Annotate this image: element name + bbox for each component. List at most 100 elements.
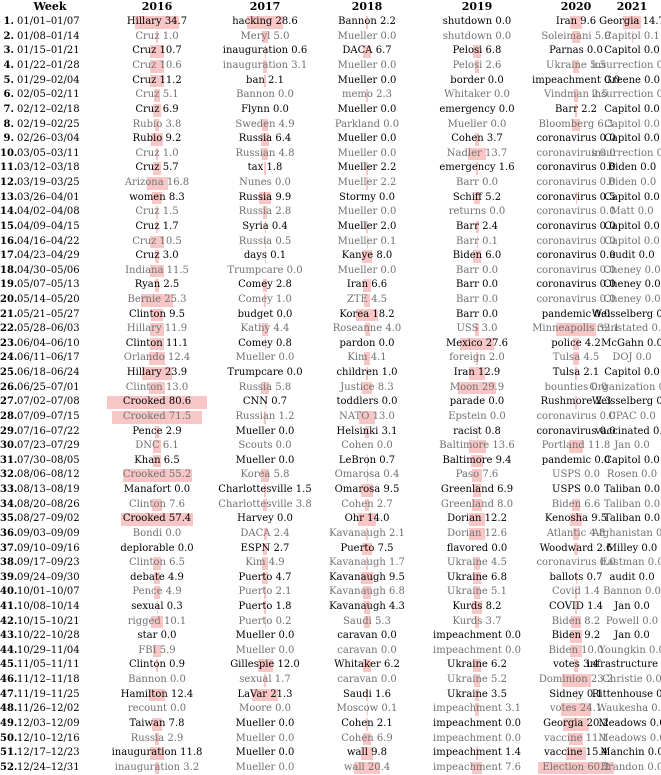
term-score: 7.8 — [168, 717, 185, 729]
term-word: Soleimani — [541, 30, 592, 42]
term-score: 0.0 — [599, 279, 616, 291]
week-range: 06/25–07/01 — [17, 381, 80, 393]
term-word: Capitol — [604, 220, 641, 232]
term-text: Ukraine 5.1 — [447, 586, 507, 597]
term-word: Taliban — [603, 498, 641, 510]
term-cell: ballots 0.7 — [522, 571, 630, 586]
week-number: 19. — [0, 279, 18, 291]
term-score: 0.0 — [380, 630, 397, 642]
score-bar — [150, 45, 164, 59]
term-text: bounties 0.0 — [545, 382, 608, 393]
term-cell: Brandon 0.0 — [586, 761, 661, 775]
term-text: Indiana 11.5 — [125, 265, 189, 276]
term-text: Taliban 0.0 — [604, 484, 660, 495]
term-score: 0.0 — [599, 410, 616, 422]
term-text: Georgia 14.7 — [599, 16, 661, 27]
table-row: 31. 07/30–08/05 Khan 6.5 Mueller 0.0 LeBron … — [0, 454, 661, 469]
term-text: USPS 0.0 — [552, 484, 600, 495]
term-cell: Clinton 11.1 — [109, 337, 205, 352]
term-cell: Mueller 0.0 — [207, 761, 323, 775]
term-word: Barr — [555, 103, 578, 115]
term-score: 1.0 — [162, 30, 179, 42]
term-score: 34.7 — [164, 16, 188, 28]
term-cell: star 0.0 — [109, 629, 205, 644]
term-text: Rubio 9.2 — [133, 133, 182, 144]
term-cell: Russia 2.8 — [207, 205, 323, 220]
term-word: Minneapolis — [532, 323, 595, 335]
score-bar — [153, 89, 161, 102]
term-cell: impeachment 0.0 — [522, 74, 630, 89]
term-score: 6.0 — [485, 250, 502, 262]
term-score: 11.9 — [164, 323, 188, 335]
term-cell: votes 3.4 — [522, 658, 630, 673]
table-row: 39. 09/24–09/30 debate 4.9 Puerto 4.7 Kavana… — [0, 571, 661, 586]
week-range: 07/09–07/15 — [17, 410, 80, 422]
score-bar — [538, 761, 614, 775]
table-row: 52. 12/24–12/31 inauguration 3.2 Mueller 0.… — [0, 761, 661, 775]
term-text: Charlottesville 3.8 — [218, 499, 311, 510]
term-word: Moscow — [336, 703, 379, 715]
score-bar — [135, 16, 179, 29]
term-cell: Mueller 2.2 — [321, 176, 413, 191]
term-score: 0.0 — [380, 264, 397, 276]
term-cell: Saudi 1.6 — [321, 688, 413, 703]
term-score: 0.0 — [275, 703, 292, 715]
term-cell: Puerto 7.5 — [321, 542, 413, 557]
week-number: 21. — [0, 308, 18, 320]
score-bar — [473, 674, 481, 687]
term-text: Cohen 2.1 — [341, 718, 393, 729]
week-number: 37. — [0, 542, 18, 554]
term-text: Korea 5.8 — [241, 469, 290, 480]
term-cell: Omarosa 9.5 — [321, 483, 413, 498]
term-cell: Hillary 34.7 — [109, 15, 205, 30]
term-cell: Kanye 8.0 — [321, 249, 413, 264]
term-cell: Milley 0.0 — [586, 542, 661, 557]
term-score: 2.9 — [165, 425, 182, 437]
term-cell: impeachment 0.0 — [425, 717, 529, 732]
term-score: 10.1 — [164, 615, 187, 627]
term-score: 20.4 — [367, 761, 391, 773]
score-bar — [473, 659, 481, 673]
term-cell: Mueller 0.0 — [207, 629, 323, 644]
term-word: audit — [609, 571, 636, 583]
week-number: 50. — [0, 732, 18, 744]
term-text: Moscow 0.1 — [337, 703, 398, 714]
score-bar — [476, 747, 478, 760]
term-cell: days 0.1 — [207, 249, 323, 264]
term-text: Mueller 0.0 — [236, 352, 295, 363]
term-word: Kavanaugh — [329, 601, 386, 612]
score-bar — [574, 103, 578, 117]
term-cell: Ukraine 5.2 — [425, 673, 529, 688]
score-bar — [257, 659, 273, 673]
score-bar — [263, 60, 267, 73]
term-cell: Barr 0.0 — [425, 278, 529, 293]
week-range: 01/01–01/07 — [17, 16, 80, 28]
term-text: Capitol 0.0 — [604, 367, 660, 378]
term-score: 0.4 — [383, 469, 400, 481]
score-bar — [563, 717, 589, 731]
term-text: Russia 9.9 — [239, 192, 292, 203]
term-score: 1.8 — [275, 601, 292, 612]
term-cell: Mueller 0.1 — [321, 235, 413, 250]
score-bar — [154, 118, 160, 132]
term-cell: Mueller 0.0 — [207, 732, 323, 747]
term-score: 2.2 — [380, 162, 397, 174]
score-bar — [122, 469, 192, 482]
term-word: Capitol — [604, 454, 641, 466]
term-word: tax — [247, 162, 264, 174]
term-cell: Clinton 6.5 — [109, 556, 205, 571]
term-score: 0.0 — [599, 206, 616, 218]
term-word: coronavirus — [536, 557, 597, 569]
score-bar — [247, 16, 283, 29]
score-bar — [263, 279, 267, 292]
term-word: police — [551, 337, 582, 349]
term-text: Mueller 0.0 — [236, 645, 295, 656]
term-score: 3.0 — [162, 250, 179, 262]
term-score: 0.0 — [644, 74, 661, 86]
term-cell: debate 4.9 — [109, 571, 205, 586]
term-score: 0.0 — [642, 615, 659, 627]
term-text: Bondi 0.0 — [133, 528, 182, 539]
term-score: 4.9 — [167, 571, 184, 583]
term-cell: vaccine 15.4 — [522, 746, 630, 761]
score-bar — [362, 542, 372, 556]
